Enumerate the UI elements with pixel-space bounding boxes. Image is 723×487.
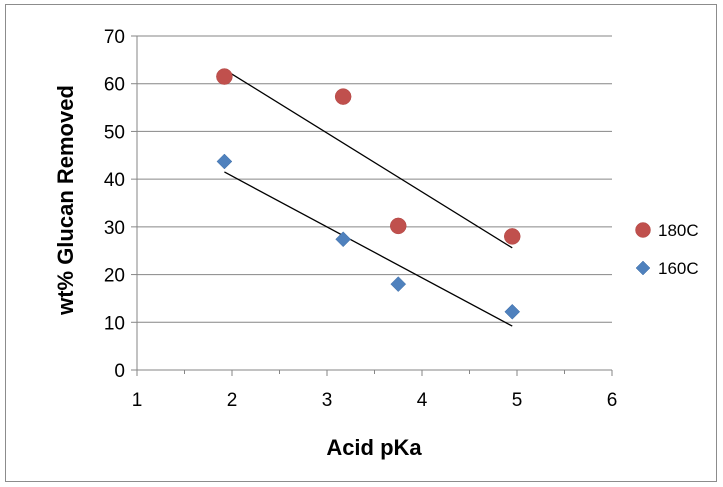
trendlines (224, 68, 513, 327)
y-tick-label: 0 (114, 361, 125, 382)
data-point-180C (216, 68, 233, 85)
data-point-180C (334, 88, 352, 105)
y-tick-label: 20 (104, 266, 125, 287)
x-tick-label: 4 (417, 390, 428, 411)
trendline-160C (224, 171, 513, 327)
x-tick-label: 3 (322, 390, 333, 411)
data-point-160C (504, 303, 521, 320)
y-tick-label: 50 (104, 122, 125, 143)
data-point-180C (504, 228, 521, 245)
gridlines (137, 35, 612, 323)
axes: 0 10 20 30 40 50 60 70 1 2 3 4 5 6 (104, 27, 617, 411)
y-tick-label: 60 (104, 75, 125, 96)
legend-marker-180C (635, 222, 651, 238)
y-tick-label: 40 (104, 170, 125, 191)
x-tick-label: 6 (607, 390, 618, 411)
data-points (216, 68, 521, 320)
y-tick-label: 70 (104, 27, 125, 48)
data-point-160C (390, 276, 407, 292)
x-tick-label: 1 (132, 390, 143, 411)
y-tick-label: 30 (104, 218, 125, 239)
legend: 180C 160C (635, 221, 699, 278)
trendline-180C (224, 68, 513, 249)
data-point-180C (390, 217, 407, 235)
y-tick-label: 10 (104, 313, 125, 334)
legend-label-160C: 160C (658, 259, 699, 278)
x-tick-label: 2 (227, 390, 238, 411)
legend-marker-160C (635, 260, 651, 276)
x-axis-title: Acid pKa (326, 435, 422, 460)
legend-label-180C: 180C (658, 221, 699, 240)
y-axis-title: wt% Glucan Removed (53, 85, 78, 316)
data-point-160C (216, 153, 233, 170)
data-point-160C (335, 231, 352, 248)
x-tick-label: 5 (512, 390, 523, 411)
